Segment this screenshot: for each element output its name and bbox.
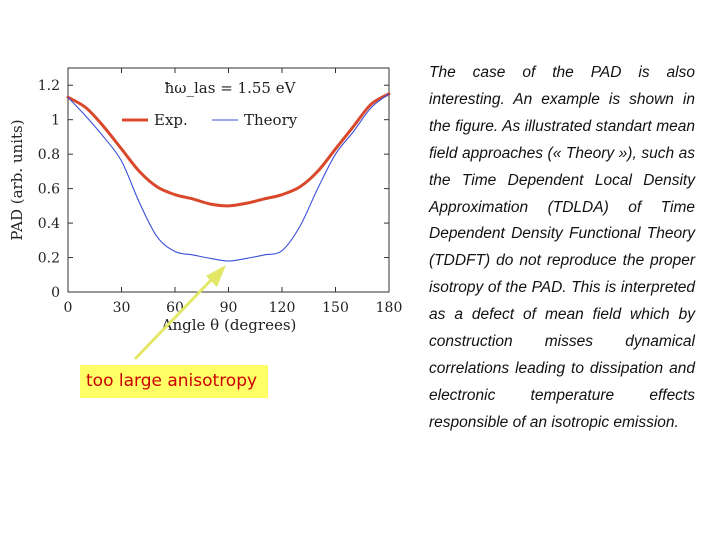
y-axis-label: PAD (arb. units) [8, 119, 26, 240]
series-line-exp [66, 92, 391, 208]
arrow-shaft [133, 275, 216, 361]
x-tick-label: 180 [376, 300, 403, 316]
y-tick-label: 0.8 [38, 147, 60, 163]
callout-arrow [133, 265, 226, 361]
arrow-head [206, 265, 226, 287]
x-tick-label: 90 [220, 300, 238, 316]
axes: 0 30 60 90 120 150 180 0 0.2 0.4 0.6 0.8 1 1.2 [38, 67, 403, 316]
y-tick-label: 1.2 [38, 78, 60, 94]
y-tick-label: 1 [51, 113, 60, 129]
x-tick-label: 30 [113, 300, 131, 316]
x-tick-label: 60 [166, 300, 184, 316]
x-axis-label: Angle θ (degrees) [161, 316, 297, 334]
legend-label: Exp. [154, 111, 188, 129]
callout-box: too large anisotropy [80, 365, 268, 398]
x-tick-label: 150 [322, 300, 349, 316]
y-tick-label: 0 [51, 285, 60, 301]
y-tick-label: 0.2 [38, 251, 60, 267]
body-paragraph: The case of the PAD is also interesting.… [429, 64, 695, 431]
legend: Exp. Theory [122, 111, 298, 129]
chart-annotation: ħω_las = 1.55 eV [165, 79, 297, 97]
plot-frame [67, 67, 390, 293]
legend-label: Theory [244, 111, 298, 129]
x-tick-label: 120 [269, 300, 296, 316]
x-tick-label: 0 [64, 300, 73, 316]
series-line-theory [67, 93, 390, 262]
y-tick-label: 0.6 [38, 182, 60, 198]
y-tick-label: 0.4 [38, 216, 60, 232]
series-lines [66, 92, 391, 262]
